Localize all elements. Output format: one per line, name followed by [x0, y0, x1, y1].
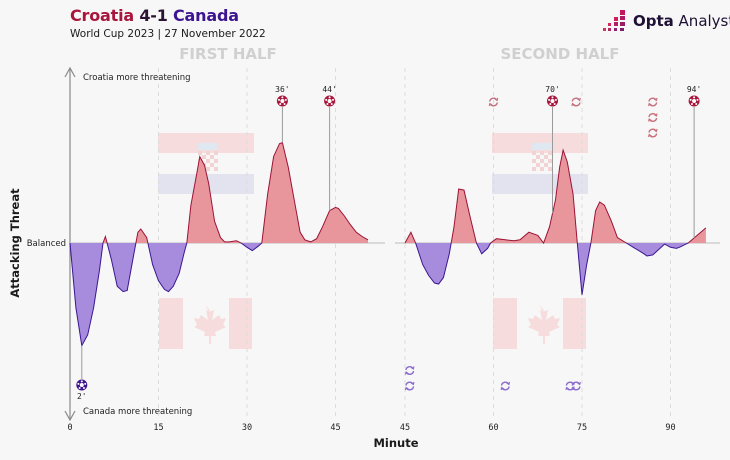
- grid-layer: [158, 68, 671, 420]
- flag-band-left: [493, 298, 517, 349]
- x-tick-label: 0: [67, 423, 72, 433]
- croatia-threat-area: [70, 142, 368, 243]
- coat-of-arms-square: [210, 163, 214, 167]
- x-axis-label: Minute: [373, 436, 418, 450]
- goal-ball-icon: [688, 95, 700, 107]
- substitution-icon: [648, 113, 658, 122]
- goal-minute-label: 70': [545, 85, 559, 94]
- canada-threat-line: [69, 243, 263, 348]
- x-tick-label: 45: [400, 423, 410, 433]
- coat-of-arms-square: [206, 167, 210, 171]
- flags-layer: [158, 133, 588, 349]
- brand-name-light: Analyst: [673, 12, 730, 30]
- goal-ball-icon: [547, 95, 558, 107]
- opta-logo-icon: [603, 10, 625, 31]
- coat-of-arms-square: [548, 167, 552, 171]
- coat-of-arms-square: [214, 159, 218, 163]
- crown: [532, 143, 552, 150]
- maple-leaf-icon: [194, 304, 226, 344]
- croatia-threat-line: [70, 141, 369, 243]
- x-tick-label: 75: [577, 423, 587, 433]
- croatia-threat-area: [405, 150, 706, 243]
- canada-threat-line: [405, 243, 689, 295]
- goal-ball-icon: [276, 95, 288, 107]
- chart-subtitle: World Cup 2023 | 27 November 2022: [70, 28, 266, 40]
- maple-leaf-icon: [528, 304, 560, 344]
- coat-of-arms-square: [540, 151, 544, 155]
- substitution-icon: [404, 366, 415, 375]
- croatia-threat-line: [404, 148, 707, 243]
- coat-of-arms-square: [532, 159, 536, 163]
- coat-of-arms-square: [214, 151, 218, 155]
- goal-ball-icon: [76, 379, 88, 391]
- substitution-icon: [648, 128, 658, 138]
- x-ticks-layer: 0 15 30 45 45 60 75 90: [67, 423, 675, 433]
- brand-name: Opta Analyst: [633, 12, 730, 30]
- events-layer: 2' 36' 44' 70' 94': [76, 85, 701, 401]
- chart-title: Croatia 4-1 Canada: [70, 6, 239, 25]
- coat-of-arms-square: [532, 151, 536, 155]
- balanced-label: Balanced: [27, 239, 66, 249]
- coat-of-arms-square: [540, 167, 544, 171]
- crown: [198, 143, 218, 150]
- coat-of-arms-square: [548, 151, 552, 155]
- coat-of-arms-square: [544, 155, 548, 159]
- goal-ball-icon: [324, 95, 336, 107]
- panel-title-first-half: FIRST HALF: [179, 45, 277, 63]
- coat-of-arms-square: [540, 159, 544, 163]
- canada-more-threatening-label: Canada more threatening: [83, 407, 192, 417]
- coat-of-arms-square: [536, 163, 540, 167]
- coat-of-arms-square: [198, 151, 202, 155]
- substitution-icon: [571, 381, 581, 391]
- brand-name-bold: Opta: [633, 12, 674, 30]
- panel-title-second-half: SECOND HALF: [500, 45, 619, 63]
- flag-band-right: [563, 298, 586, 349]
- substitution-icon: [648, 97, 658, 107]
- y-axis-label: Attacking Threat: [8, 188, 22, 298]
- goal-minute-label: 2': [77, 392, 87, 401]
- flag-band-right: [229, 298, 252, 349]
- flag-stripe-blue: [492, 174, 588, 194]
- goal-minute-label: 36': [275, 85, 289, 94]
- home-team-name: Croatia: [70, 6, 134, 25]
- coat-of-arms-square: [206, 159, 210, 163]
- x-tick-label: 15: [153, 423, 163, 433]
- substitution-icon: [500, 381, 511, 391]
- coat-of-arms-square: [202, 155, 206, 159]
- coat-of-arms-square: [532, 167, 536, 171]
- x-tick-label: 45: [330, 423, 340, 433]
- croatia-more-threatening-label: Croatia more threatening: [83, 73, 191, 83]
- canada-threat-area: [70, 243, 368, 346]
- canada-flag: [493, 298, 586, 349]
- threat-areas-layer: [69, 141, 707, 348]
- substitution-icon: [404, 381, 415, 391]
- coat-of-arms-square: [548, 159, 552, 163]
- croatia-flag: [492, 133, 588, 194]
- canada-flag: [159, 298, 252, 349]
- coat-of-arms-square: [536, 155, 540, 159]
- opta-analyst-logo: Opta Analyst: [602, 10, 730, 32]
- flag-band-left: [159, 298, 183, 349]
- x-tick-label: 90: [665, 423, 675, 433]
- goal-minute-label: 44': [322, 85, 336, 94]
- substitution-icon: [571, 97, 581, 107]
- x-tick-label: 60: [488, 423, 498, 433]
- goal-minute-label: 94': [687, 85, 701, 94]
- match-score: 4-1: [139, 6, 168, 25]
- coat-of-arms-square: [206, 151, 210, 155]
- coat-of-arms-square: [214, 167, 218, 171]
- substitution-icon: [488, 97, 499, 107]
- x-tick-label: 30: [242, 423, 252, 433]
- away-team-name: Canada: [173, 6, 239, 25]
- coat-of-arms-square: [544, 163, 548, 167]
- coat-of-arms-square: [210, 155, 214, 159]
